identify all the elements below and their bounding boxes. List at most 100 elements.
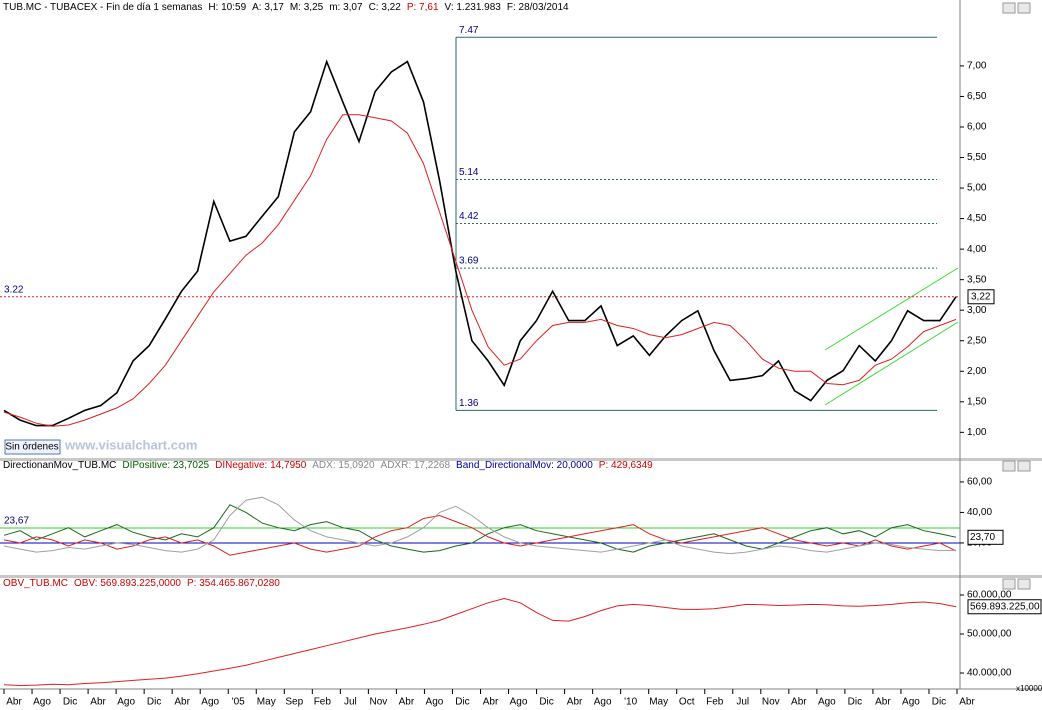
x-tick-label: Ago	[594, 697, 612, 708]
header-part: m: 3,07	[329, 2, 363, 13]
y-tick-label: 40,00	[967, 507, 992, 518]
x-tick-label: Ago	[201, 697, 219, 708]
y-tick-label: 60,00	[967, 477, 992, 488]
button[interactable]	[1002, 2, 1016, 14]
header-part: ADXR: 17,2268	[381, 460, 451, 471]
y-tick-label: 60.000,00	[967, 590, 1012, 601]
fib-label: 1.36	[459, 398, 479, 409]
price-box-label: 3,22	[971, 291, 991, 302]
header-part: DirectionanMov_TUB.MC	[3, 460, 116, 471]
header-part: OBV: 569.893.225,0000	[74, 578, 181, 589]
x-tick-label: Feb	[706, 697, 724, 708]
current-price-label: 3.22	[4, 284, 24, 295]
x-tick-label: Dic	[848, 697, 862, 708]
header-part: P: 354.465.867,0280	[187, 578, 280, 589]
series-line	[3, 114, 957, 427]
x-tick-label: Jul	[736, 697, 749, 708]
fib-label: 7.47	[459, 25, 479, 36]
x-tick-label: Dic	[455, 697, 469, 708]
x-tick-label: Dic	[147, 697, 161, 708]
y-tick-label: 40.000,00	[967, 668, 1012, 679]
y-tick-label: 5,00	[967, 183, 987, 194]
series-line	[3, 59, 957, 427]
x-tick-label: Jul	[344, 697, 357, 708]
fib-label: 5.14	[459, 167, 479, 178]
header-part: V: 1.231.983	[445, 2, 502, 13]
y-tick-label: 4,50	[967, 213, 987, 224]
header-part: TUB.MC - TUBACEX - Fin de día 1 semanas	[3, 2, 202, 13]
x-tick-label: '10	[624, 697, 637, 708]
header-part: Band_DirectionalMov: 20,0000	[456, 460, 593, 471]
x-tick-label: Dic	[63, 697, 77, 708]
x-tick-label: Oct	[679, 697, 695, 708]
panel-separator	[0, 575, 1042, 578]
y-tick-label: 6,00	[967, 122, 987, 133]
x-tick-label: Dic	[539, 697, 553, 708]
button[interactable]	[1017, 578, 1031, 590]
x-tick-label: Abr	[567, 697, 583, 708]
x-tick-label: Ago	[818, 697, 836, 708]
button[interactable]	[1017, 460, 1031, 472]
header-part: P: 7,61	[407, 2, 439, 13]
y-tick-label: 1,00	[967, 427, 987, 438]
x-tick-label: Ago	[426, 697, 444, 708]
fib-label: 4.42	[459, 211, 479, 222]
price-box	[967, 289, 995, 305]
last-value-box	[967, 529, 1004, 545]
orders-button-label: Sin órdenes	[5, 442, 58, 453]
plot-area	[3, 597, 957, 687]
last-value-box	[967, 599, 1042, 615]
x-tick-label: Dic	[932, 697, 946, 708]
header-part: P: 429,6349	[599, 460, 653, 471]
x-tick-label: '05	[232, 697, 245, 708]
header-part: OBV_TUB.MC	[3, 578, 68, 589]
x-tick-label: Ago	[510, 697, 528, 708]
panel-header: DirectionanMov_TUB.MC DIPositive: 23,7025…	[3, 460, 653, 471]
header-part: ADX: 15,0920	[312, 460, 375, 471]
x-tick-label: Abr	[6, 697, 22, 708]
x-tick-label: May	[257, 697, 276, 708]
fib-label: 3.69	[459, 256, 479, 267]
last-value-label: 23,70	[970, 532, 995, 543]
header-part: H: 10:59	[208, 2, 246, 13]
x-tick-label: Sep	[285, 697, 303, 708]
x-tick-label: Ago	[33, 697, 51, 708]
button[interactable]	[1002, 578, 1016, 590]
x-tick-label: Abr	[875, 697, 891, 708]
y-tick-label: 2,00	[967, 366, 987, 377]
y-tick-label: 3,50	[967, 274, 987, 285]
x-tick-label: Nov	[762, 697, 780, 708]
y-tick-label: 4,00	[967, 244, 987, 255]
header-part: F: 28/03/2014	[507, 2, 569, 13]
x-tick-label: Abr	[791, 697, 807, 708]
panel-header: OBV_TUB.MC OBV: 569.893.225,0000 P: 354.46…	[3, 578, 280, 589]
button[interactable]	[1017, 2, 1031, 14]
x-tick-label: Abr	[399, 697, 415, 708]
channel-line	[824, 321, 959, 406]
y-tick-label: 3,00	[967, 305, 987, 316]
channel-line	[824, 267, 959, 351]
button[interactable]	[1002, 460, 1016, 472]
y-tick-label: 50.000,00	[967, 629, 1012, 640]
x-tick-label: Abr	[959, 697, 975, 708]
panel-header: TUB.MC - TUBACEX - Fin de día 1 semanas H…	[3, 2, 569, 13]
orders-button[interactable]	[4, 439, 61, 455]
header-part: DINegative: 14,7950	[215, 460, 307, 471]
last-value-label: 569.893.225,00	[970, 601, 1040, 612]
annotation: 23,67	[4, 516, 29, 527]
x-tick-label: May	[649, 697, 668, 708]
x-tick-label: Abr	[483, 697, 499, 708]
header-part: C: 3,22	[369, 2, 402, 13]
window-buttons	[1002, 2, 1031, 590]
x-tick-label: Nov	[369, 697, 387, 708]
y-tick-label: 5,50	[967, 152, 987, 163]
header-part: A: 3,17	[252, 2, 284, 13]
x-tick-label: Abr	[174, 697, 190, 708]
x-tick-label: Abr	[90, 697, 106, 708]
x-tick-label: Ago	[902, 697, 920, 708]
series-line	[3, 514, 957, 556]
plot-area	[0, 36, 960, 427]
y-tick-label: 7,00	[967, 61, 987, 72]
x-tick-label: Feb	[314, 697, 332, 708]
